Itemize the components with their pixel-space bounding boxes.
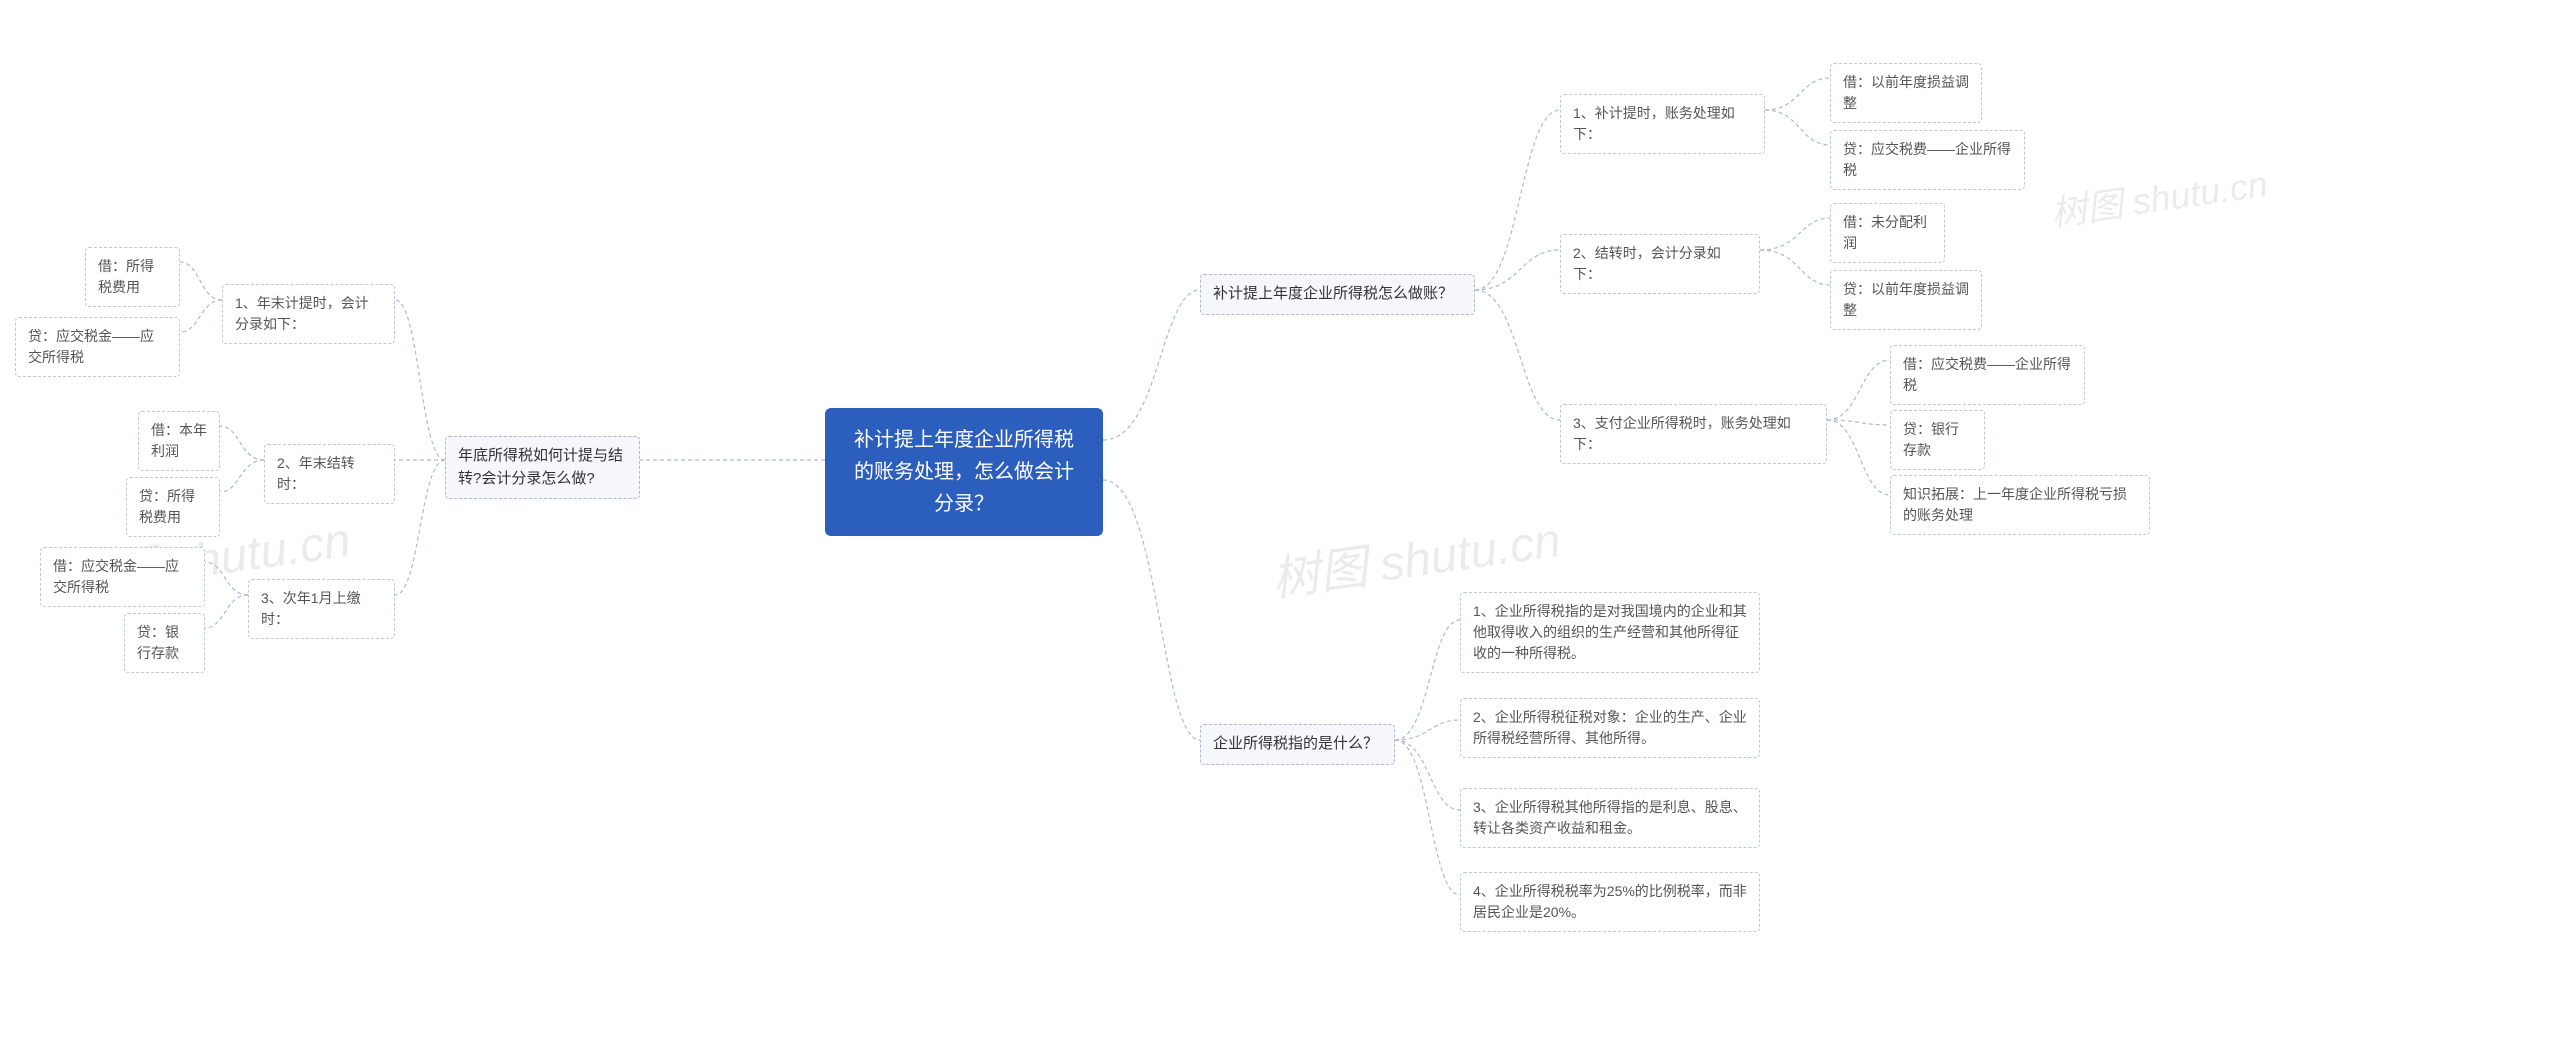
watermark: 树图 shutu.cn xyxy=(2047,155,2270,237)
text: 3、企业所得税其他所得指的是利息、股息、转让各类资产收益和租金。 xyxy=(1473,799,1747,836)
right-branch-1: 补计提上年度企业所得税怎么做账？ xyxy=(1200,274,1475,315)
text: 2、企业所得税征税对象：企业的生产、企业所得税经营所得、其他所得。 xyxy=(1473,709,1747,746)
b1-item-3: 3、支付企业所得税时，账务处理如下： xyxy=(1560,404,1827,464)
b2-item-2: 2、企业所得税征税对象：企业的生产、企业所得税经营所得、其他所得。 xyxy=(1460,698,1760,758)
left-branch-text: 年底所得税如何计提与结转?会计分录怎么做? xyxy=(458,447,623,487)
text: 贷：银行存款 xyxy=(137,624,179,661)
left-item-3: 3、次年1月上缴时： xyxy=(248,579,395,639)
label: 2、结转时，会计分录如下： xyxy=(1573,245,1721,282)
left-item-1-leaf-2: 贷：应交税金——应交所得税 xyxy=(15,317,180,377)
label: 1、补计提时，账务处理如下： xyxy=(1573,105,1735,142)
b1-item-1: 1、补计提时，账务处理如下： xyxy=(1560,94,1765,154)
b1-item-3-leaf-1: 借：应交税费——企业所得税 xyxy=(1890,345,2085,405)
left-item-2-leaf-1: 借：本年利润 xyxy=(138,411,220,471)
b2-item-4: 4、企业所得税税率为25%的比例税率，而非居民企业是20%。 xyxy=(1460,872,1760,932)
left-item-1-leaf-1: 借：所得税费用 xyxy=(85,247,180,307)
b1-item-2: 2、结转时，会计分录如下： xyxy=(1560,234,1760,294)
b1-item-1-leaf-2: 贷：应交税费——企业所得税 xyxy=(1830,130,2025,190)
text: 4、企业所得税税率为25%的比例税率，而非居民企业是20%。 xyxy=(1473,883,1747,920)
b1-item-2-leaf-1: 借：未分配利润 xyxy=(1830,203,1945,263)
left-item-2-leaf-2: 贷：所得税费用 xyxy=(126,477,220,537)
right-branch-2-text: 企业所得税指的是什么？ xyxy=(1213,735,1378,752)
text: 贷：银行存款 xyxy=(1903,421,1959,458)
text: 贷：所得税费用 xyxy=(139,488,195,525)
text: 借：应交税金——应交所得税 xyxy=(53,558,179,595)
left-branch: 年底所得税如何计提与结转?会计分录怎么做? xyxy=(445,436,640,499)
text: 借：所得税费用 xyxy=(98,258,154,295)
b1-item-2-leaf-2: 贷：以前年度损益调整 xyxy=(1830,270,1982,330)
left-item-3-label: 3、次年1月上缴时： xyxy=(261,590,361,627)
left-item-3-leaf-1: 借：应交税金——应交所得税 xyxy=(40,547,205,607)
text: 1、企业所得税指的是对我国境内的企业和其他取得收入的组织的生产经营和其他所得征收… xyxy=(1473,603,1747,661)
text: 借：本年利润 xyxy=(151,422,207,459)
connectors xyxy=(0,0,2560,1052)
text: 贷：以前年度损益调整 xyxy=(1843,281,1969,318)
text: 知识拓展：上一年度企业所得税亏损的账务处理 xyxy=(1903,486,2127,523)
b1-item-3-leaf-3: 知识拓展：上一年度企业所得税亏损的账务处理 xyxy=(1890,475,2150,535)
text: 借：未分配利润 xyxy=(1843,214,1927,251)
root-node: 补计提上年度企业所得税的账务处理，怎么做会计分录？ xyxy=(825,408,1103,536)
b1-item-1-leaf-1: 借：以前年度损益调整 xyxy=(1830,63,1982,123)
label: 3、支付企业所得税时，账务处理如下： xyxy=(1573,415,1791,452)
left-item-3-leaf-2: 贷：银行存款 xyxy=(124,613,205,673)
b2-item-1: 1、企业所得税指的是对我国境内的企业和其他取得收入的组织的生产经营和其他所得征收… xyxy=(1460,592,1760,673)
left-item-2: 2、年末结转时： xyxy=(264,444,395,504)
left-item-2-label: 2、年末结转时： xyxy=(277,455,355,492)
right-branch-2: 企业所得税指的是什么？ xyxy=(1200,724,1395,765)
b1-item-3-leaf-2: 贷：银行存款 xyxy=(1890,410,1985,470)
root-text: 补计提上年度企业所得税的账务处理，怎么做会计分录？ xyxy=(854,429,1074,515)
b2-item-3: 3、企业所得税其他所得指的是利息、股息、转让各类资产收益和租金。 xyxy=(1460,788,1760,848)
text: 借：应交税费——企业所得税 xyxy=(1903,356,2071,393)
left-item-1: 1、年末计提时，会计分录如下： xyxy=(222,284,395,344)
right-branch-1-text: 补计提上年度企业所得税怎么做账？ xyxy=(1213,285,1453,302)
left-item-1-label: 1、年末计提时，会计分录如下： xyxy=(235,295,369,332)
text: 贷：应交税金——应交所得税 xyxy=(28,328,154,365)
text: 借：以前年度损益调整 xyxy=(1843,74,1969,111)
text: 贷：应交税费——企业所得税 xyxy=(1843,141,2011,178)
